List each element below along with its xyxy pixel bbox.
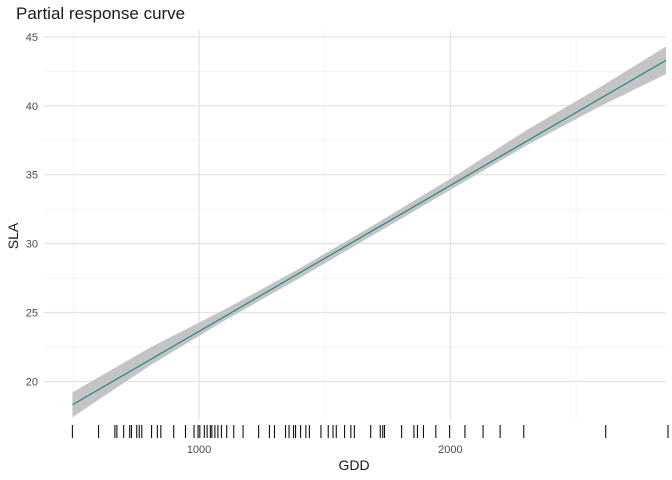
x-tick-labels: 1000 2000: [187, 444, 463, 456]
y-tick-label: 40: [26, 101, 38, 113]
x-tick-label: 1000: [187, 444, 211, 456]
response-line-layer: [72, 59, 667, 406]
response-line: [72, 59, 667, 406]
grid-lines: [44, 30, 666, 420]
y-axis-label: SLA: [5, 222, 21, 249]
y-tick-label: 20: [26, 376, 38, 388]
y-tick-label: 25: [26, 308, 38, 320]
y-tick-label: 35: [26, 170, 38, 182]
rug-marks: [71, 425, 669, 438]
y-tick-labels: 20 25 30 35 40 45: [26, 32, 38, 389]
y-tick-label: 45: [26, 32, 38, 44]
chart-title: Partial response curve: [16, 4, 186, 23]
x-tick-label: 2000: [438, 444, 462, 456]
x-axis-label: GDD: [338, 457, 369, 473]
y-tick-label: 30: [26, 239, 38, 251]
